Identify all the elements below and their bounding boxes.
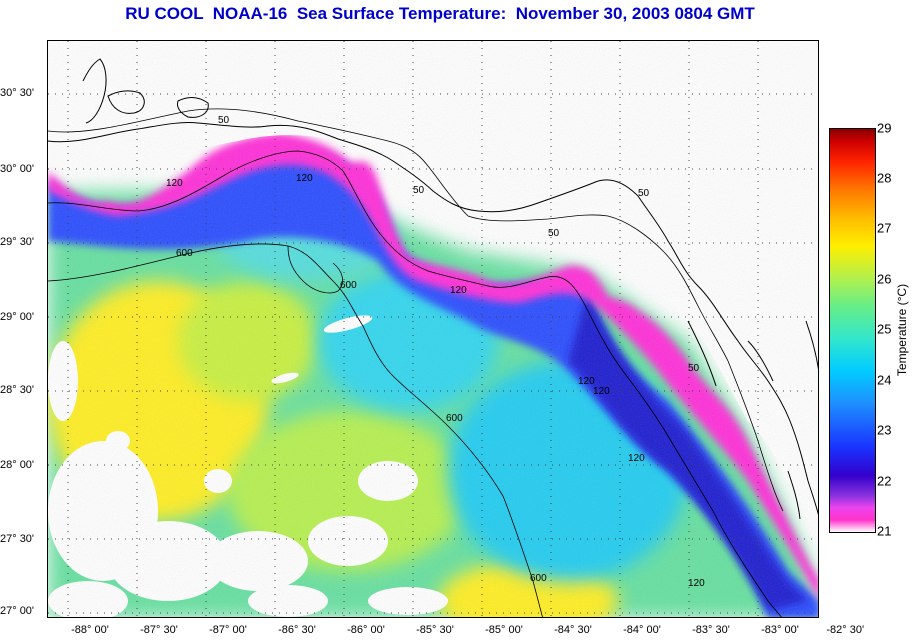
lat-label-29-00: 29° 00' — [0, 311, 35, 323]
lat-label-28-30: 28° 30' — [0, 384, 35, 396]
isobath-label: 120 — [688, 578, 705, 589]
isobath-label: 50 — [413, 185, 425, 196]
isobath-label: 600 — [176, 248, 193, 259]
lon-label-84-30: -84° 30' — [554, 624, 592, 636]
isobath-label: 600 — [530, 573, 547, 584]
lon-label-85-00: -85° 00' — [485, 624, 523, 636]
colorbar-tick: 21 — [877, 523, 892, 539]
lon-label-85-30: -85° 30' — [416, 624, 454, 636]
lon-label-84-00: -84° 00' — [623, 624, 661, 636]
lat-label-28-00: 28° 00' — [0, 459, 35, 471]
isobath-label: 120 — [628, 453, 645, 464]
lon-label-86-30: -86° 30' — [278, 624, 316, 636]
isobath-label: 120 — [296, 173, 313, 184]
isobath-label: 50 — [218, 115, 230, 126]
colorbar-tick: 25 — [877, 321, 892, 337]
colorbar-tick: 23 — [877, 422, 892, 438]
isobath-label: 50 — [548, 228, 560, 239]
map-title: RU COOL NOAA-16 Sea Surface Temperature:… — [125, 4, 755, 23]
isobath-label: 600 — [446, 413, 463, 424]
isobath-label: 120 — [578, 376, 595, 387]
lon-label-86-00: -86° 00' — [347, 624, 385, 636]
lat-label-27-30: 27° 30' — [0, 533, 35, 545]
colorbar-tick: 24 — [877, 372, 892, 388]
lat-label-30-30: 30° 30' — [0, 87, 35, 99]
colorbar-tick: 29 — [877, 120, 892, 136]
lat-label-27-00: 27° 00' — [0, 605, 35, 617]
lat-label-30-00: 30° 00' — [0, 163, 35, 175]
lon-label-87-00: -87° 00' — [209, 624, 247, 636]
isobath-label: 50 — [638, 188, 650, 199]
isobath-label: 600 — [340, 280, 357, 291]
coastline — [48, 58, 818, 520]
lon-label-88-00: -88° 00' — [71, 624, 109, 636]
colorbar-tick: 28 — [877, 170, 892, 186]
isobath-labels: 50 50 50 50 50 120 120 120 120 120 120 1… — [166, 115, 705, 589]
lon-label-83-00: -83° 00' — [761, 624, 799, 636]
colorbar-title: Temperature (°C) — [895, 283, 909, 377]
isobath-label: 120 — [166, 178, 183, 189]
isobath-label: 50 — [688, 363, 700, 374]
colorbar-tick: 27 — [877, 220, 892, 236]
lon-label-87-30: -87° 30' — [140, 624, 178, 636]
isobaths — [48, 108, 784, 617]
lat-label-29-30: 29° 30' — [0, 236, 35, 248]
isobath-label: 120 — [450, 285, 467, 296]
colorbar-tick: 26 — [877, 271, 892, 287]
lat-lon-grid — [48, 41, 818, 617]
lon-label-83-30: -83° 30' — [692, 624, 730, 636]
temperature-colorbar — [829, 128, 876, 533]
lon-label-82-30: -82° 30' — [826, 624, 865, 636]
colorbar-tick: 22 — [877, 473, 892, 489]
isobath-label: 120 — [593, 386, 610, 397]
sst-map[interactable]: 50 50 50 50 50 120 120 120 120 120 120 1… — [47, 40, 819, 618]
temperature-field — [48, 41, 818, 617]
